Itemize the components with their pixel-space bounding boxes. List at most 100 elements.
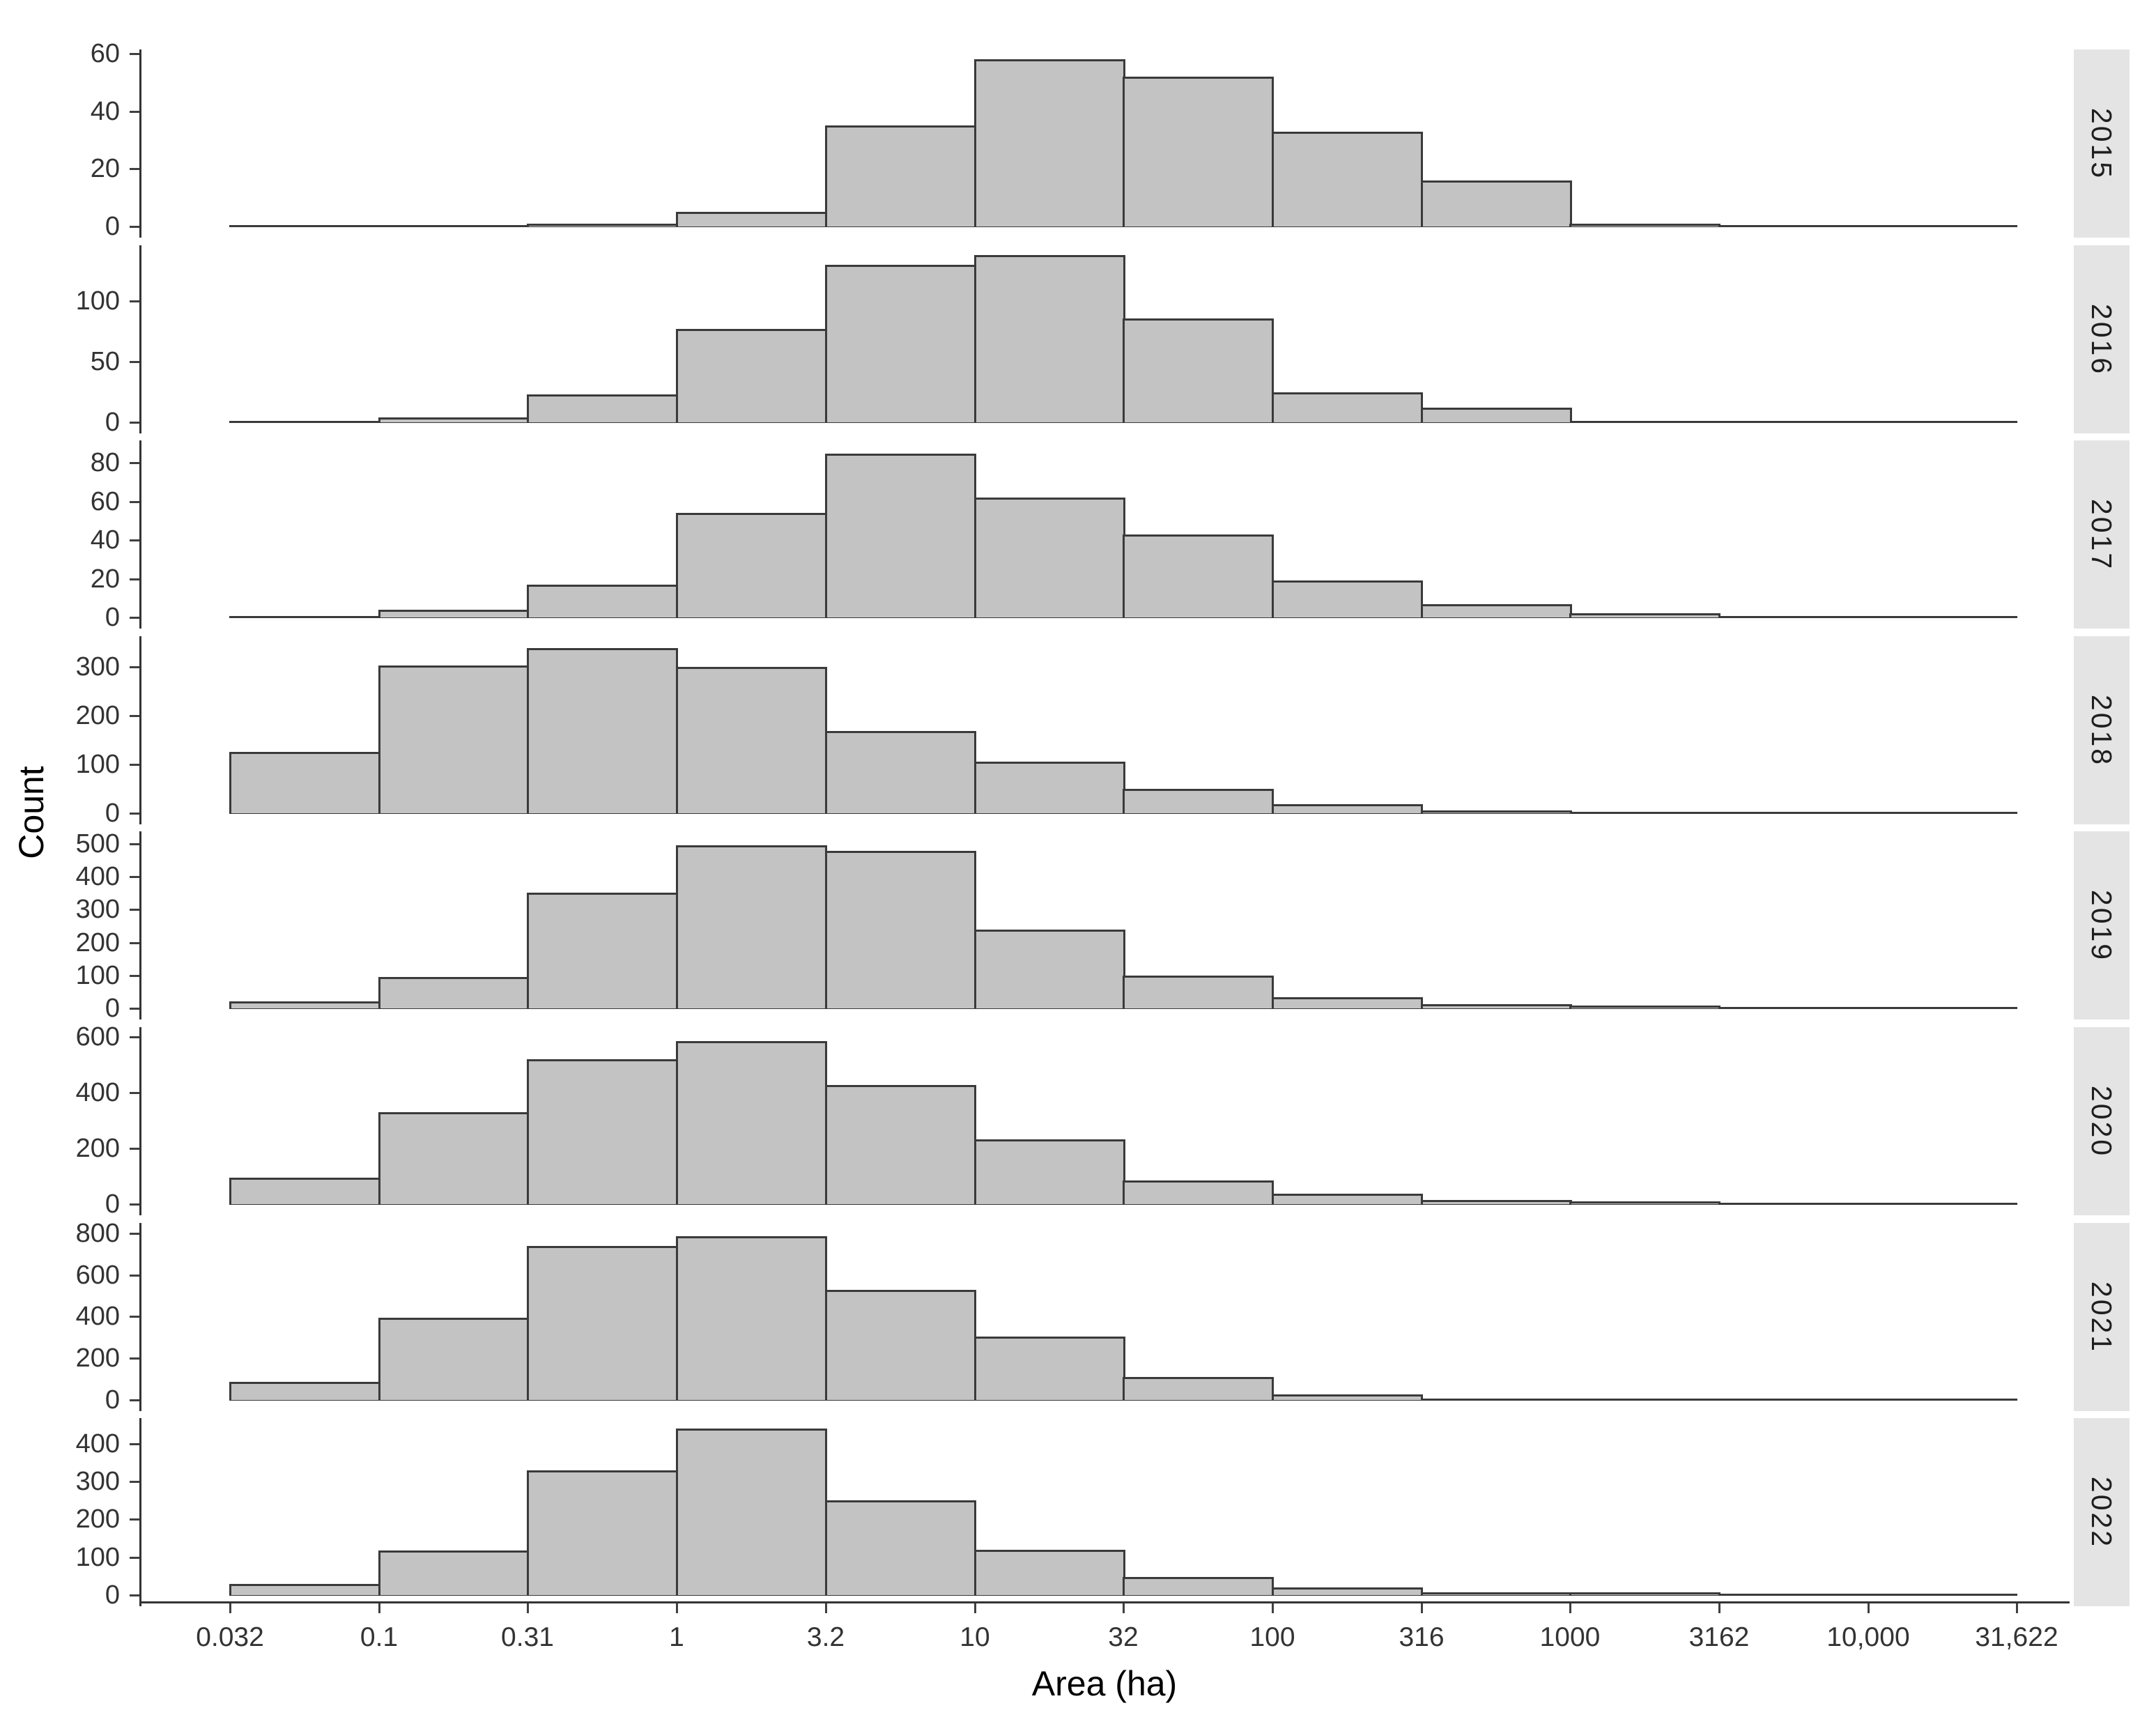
- facet-panel-2019: 0 100 200 300 400 500: [76, 829, 2070, 1023]
- x-tick-label: 0.31: [501, 1622, 554, 1652]
- x-tick-label: 32: [1108, 1622, 1139, 1652]
- histogram-bar: [527, 893, 678, 1008]
- histogram-bar: [825, 1290, 976, 1400]
- histogram-bar: [676, 1236, 827, 1400]
- y-axis-tick: [130, 53, 139, 55]
- y-tick-label: 40: [90, 525, 120, 555]
- y-tick-label: 0: [105, 798, 120, 828]
- y-tick-label: 100: [75, 960, 120, 990]
- facet-strip-2022: 2022: [2074, 1418, 2130, 1606]
- histogram-bar: [1123, 1577, 1274, 1595]
- facet-panel-2020: 0 200 400 600: [76, 1022, 2070, 1219]
- x-tick-label: 10: [960, 1622, 990, 1652]
- y-axis-line: [139, 1027, 141, 1215]
- histogram-bar: [825, 851, 976, 1008]
- y-axis-tick: [130, 1557, 139, 1559]
- y-tick-label: 200: [75, 1133, 120, 1163]
- x-tick-label: 1: [669, 1622, 684, 1652]
- histogram-bar: [378, 977, 530, 1008]
- histogram-bar: [527, 224, 678, 226]
- y-axis-tick: [130, 1148, 139, 1150]
- facet-panel-2021: 0 200 400 600 800: [76, 1219, 2070, 1415]
- histogram-bar: [1569, 1592, 1720, 1595]
- y-axis-tick: [130, 975, 139, 977]
- histogram-bar: [974, 1550, 1125, 1595]
- histogram-bar: [1421, 1004, 1572, 1008]
- histogram-bar: [676, 1429, 827, 1595]
- y-tick-label: 80: [90, 447, 120, 477]
- y-axis-tick: [130, 1092, 139, 1094]
- y-axis-tick: [130, 1518, 139, 1521]
- x-axis-title: Area (ha): [1031, 1664, 1178, 1703]
- x-axis-tick: [676, 1603, 678, 1613]
- y-axis-tick: [130, 1233, 139, 1235]
- histogram-bar: [974, 762, 1125, 813]
- y-tick-label: 400: [75, 1429, 120, 1459]
- y-axis-line: [139, 831, 141, 1019]
- y-tick-label: 0: [105, 602, 120, 632]
- x-tick-label: 3162: [1688, 1622, 1750, 1652]
- histogram-bar: [1569, 224, 1720, 226]
- x-tick-label: 0.1: [360, 1622, 399, 1652]
- y-tick-label: 100: [75, 286, 120, 316]
- histogram-bar: [527, 585, 678, 617]
- y-axis-line: [139, 1223, 141, 1411]
- y-axis-tick: [130, 1203, 139, 1206]
- y-axis-tick: [130, 909, 139, 911]
- histogram-bar: [1272, 1194, 1423, 1204]
- y-axis-tick: [130, 876, 139, 878]
- histogram-bar: [1272, 997, 1423, 1008]
- x-axis-tick: [1123, 1603, 1125, 1613]
- y-tick-label: 0: [105, 211, 120, 241]
- x-tick-label: 3.2: [806, 1622, 845, 1652]
- y-axis-tick: [130, 361, 139, 363]
- facet-strip-label: 2017: [2086, 498, 2118, 571]
- histogram-bar: [378, 1318, 530, 1400]
- y-axis-line: [139, 636, 141, 824]
- x-axis-tick: [1569, 1603, 1571, 1613]
- histogram-bar: [1123, 534, 1274, 617]
- y-tick-label: 600: [75, 1022, 120, 1052]
- y-axis-tick: [130, 715, 139, 717]
- y-tick-label: 300: [75, 1466, 120, 1496]
- x-axis-line: [139, 1601, 2070, 1603]
- histogram-bar: [1272, 392, 1423, 422]
- y-tick-label: 200: [75, 1504, 120, 1534]
- y-tick-label: 60: [90, 486, 120, 516]
- x-axis-tick: [527, 1603, 529, 1613]
- x-tick-label: 31,622: [1975, 1622, 2058, 1652]
- y-axis-tick: [130, 462, 139, 464]
- y-tick-label: 0: [105, 1580, 120, 1610]
- histogram-bar: [1421, 1592, 1572, 1595]
- histogram-bar: [676, 845, 827, 1008]
- y-tick-label: 50: [90, 346, 120, 376]
- y-axis-tick: [130, 1008, 139, 1010]
- facet-strip-2015: 2015: [2074, 49, 2130, 238]
- histogram-bar: [1123, 789, 1274, 813]
- y-axis-line: [139, 440, 141, 629]
- histogram-bar: [527, 648, 678, 813]
- histogram-bar: [676, 212, 827, 226]
- y-tick-label: 40: [90, 96, 120, 126]
- facet-strip-label: 2020: [2086, 1085, 2118, 1157]
- x-axis-tick: [2016, 1603, 2018, 1613]
- y-axis-tick: [130, 843, 139, 845]
- facet-strip-2020: 2020: [2074, 1027, 2130, 1215]
- histogram-bar: [1272, 580, 1423, 617]
- y-axis-tick: [130, 168, 139, 170]
- histogram-bar: [1421, 1200, 1572, 1204]
- y-tick-label: 200: [75, 928, 120, 957]
- facet-strip-2016: 2016: [2074, 245, 2130, 433]
- histogram-bar: [1421, 810, 1572, 813]
- y-axis-tick: [130, 1357, 139, 1360]
- y-tick-label: 100: [75, 749, 120, 779]
- y-tick-label: 600: [75, 1260, 120, 1290]
- y-axis-tick: [130, 617, 139, 619]
- y-tick-label: 0: [105, 407, 120, 437]
- y-axis-tick: [130, 501, 139, 503]
- histogram-bar: [1569, 1201, 1720, 1204]
- y-axis-tick: [130, 1036, 139, 1038]
- y-axis-tick: [130, 764, 139, 766]
